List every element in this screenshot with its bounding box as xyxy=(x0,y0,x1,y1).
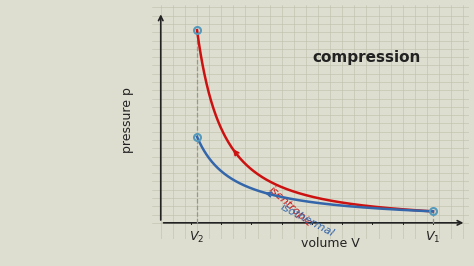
Text: compression: compression xyxy=(312,49,420,65)
Text: pressure p: pressure p xyxy=(121,87,135,153)
Text: isothermal: isothermal xyxy=(279,202,336,239)
Text: isentropic: isentropic xyxy=(266,184,314,228)
Text: $V_1$: $V_1$ xyxy=(425,230,441,245)
Text: $V_2$: $V_2$ xyxy=(190,230,205,245)
Text: volume V: volume V xyxy=(301,237,359,250)
